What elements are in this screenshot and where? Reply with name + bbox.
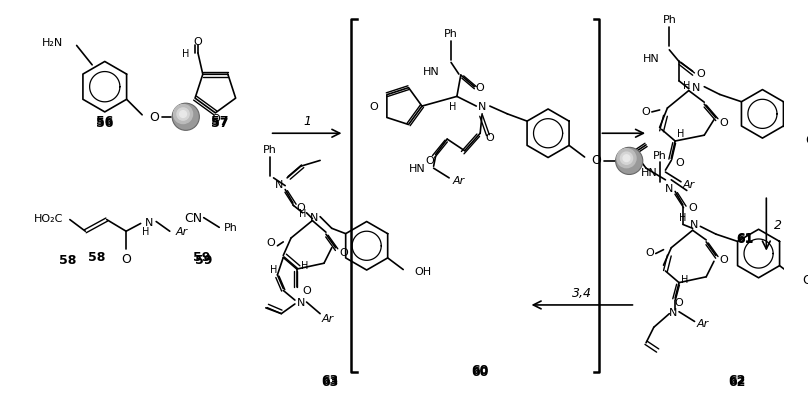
Text: H: H [449,102,457,112]
Text: Ph: Ph [444,29,458,39]
Text: CN: CN [184,211,203,225]
Text: O: O [149,111,158,124]
Text: H: H [270,264,277,274]
Text: O: O [696,69,705,79]
Text: N: N [145,217,154,227]
Text: 60: 60 [472,366,489,378]
Text: 56: 56 [96,117,113,130]
Text: Ar: Ar [683,179,695,189]
Polygon shape [527,110,569,158]
Text: Ar: Ar [696,318,709,329]
Text: O: O [719,255,728,265]
Text: O: O [486,133,494,143]
Text: O: O [297,202,305,212]
Text: 63: 63 [322,375,339,388]
Text: 1: 1 [303,115,311,128]
Text: N: N [665,183,674,193]
Text: O: O [675,158,684,168]
Text: H: H [299,208,306,218]
Text: 57: 57 [212,117,229,130]
Text: 61: 61 [736,233,754,246]
Text: Ph: Ph [653,150,667,160]
Text: 60: 60 [472,363,489,377]
Text: O: O [369,102,378,112]
Text: H₂N: H₂N [42,38,63,47]
Text: 2: 2 [774,218,782,231]
Text: O: O [806,134,808,147]
Text: Ar: Ar [322,313,334,323]
Polygon shape [387,88,422,125]
Polygon shape [83,62,127,113]
Text: Ph: Ph [263,145,276,154]
Text: O: O [267,237,276,247]
Text: O: O [476,83,485,93]
Text: H: H [683,81,691,90]
Text: 63: 63 [322,373,339,386]
Polygon shape [195,75,236,114]
Circle shape [621,153,633,165]
Polygon shape [738,230,780,278]
Text: O: O [719,117,728,127]
Circle shape [617,150,636,168]
Text: 59: 59 [193,250,210,263]
Text: 58: 58 [59,253,77,266]
Text: 56: 56 [96,115,113,128]
Text: N: N [310,212,318,222]
Text: N: N [669,307,677,317]
Text: H: H [677,129,684,139]
Text: O: O [802,273,808,286]
Text: O: O [121,252,131,265]
Text: HO₂C: HO₂C [34,213,63,223]
Text: 62: 62 [729,375,746,388]
Text: 3,4: 3,4 [572,287,592,299]
Text: 62: 62 [729,373,746,386]
Text: Ph: Ph [224,223,238,233]
Polygon shape [742,90,784,139]
Text: HN: HN [641,168,658,178]
Text: O: O [645,247,654,257]
Text: H: H [681,274,688,284]
Circle shape [623,155,630,162]
Text: HN: HN [643,53,659,64]
Text: H: H [182,49,189,59]
Text: O: O [339,247,347,257]
Text: Ar: Ar [175,227,187,237]
Text: H: H [680,212,687,222]
Text: Ar: Ar [452,176,465,185]
Circle shape [177,109,189,121]
Text: HN: HN [409,164,426,174]
Text: H: H [301,261,309,271]
Circle shape [179,112,187,118]
Text: N: N [478,102,486,112]
Text: H: H [142,227,149,237]
Text: OH: OH [415,267,432,277]
Text: O: O [591,154,601,167]
Text: O: O [211,114,220,123]
Text: 58: 58 [88,250,106,263]
Text: O: O [642,107,650,116]
Text: O: O [194,37,202,47]
Polygon shape [346,222,388,271]
Text: 61: 61 [736,231,754,244]
Text: N: N [690,220,699,230]
Circle shape [174,105,192,124]
Text: O: O [425,156,434,166]
Circle shape [616,148,643,175]
Text: N: N [692,83,701,93]
Text: 59: 59 [195,253,213,266]
Text: O: O [303,286,311,296]
Text: N: N [297,297,305,307]
Text: O: O [675,297,684,307]
Circle shape [172,104,200,131]
Text: Ph: Ph [663,15,676,25]
Text: N: N [276,179,284,189]
Text: O: O [688,202,697,212]
Text: HN: HN [423,67,440,77]
Text: 57: 57 [212,115,229,128]
